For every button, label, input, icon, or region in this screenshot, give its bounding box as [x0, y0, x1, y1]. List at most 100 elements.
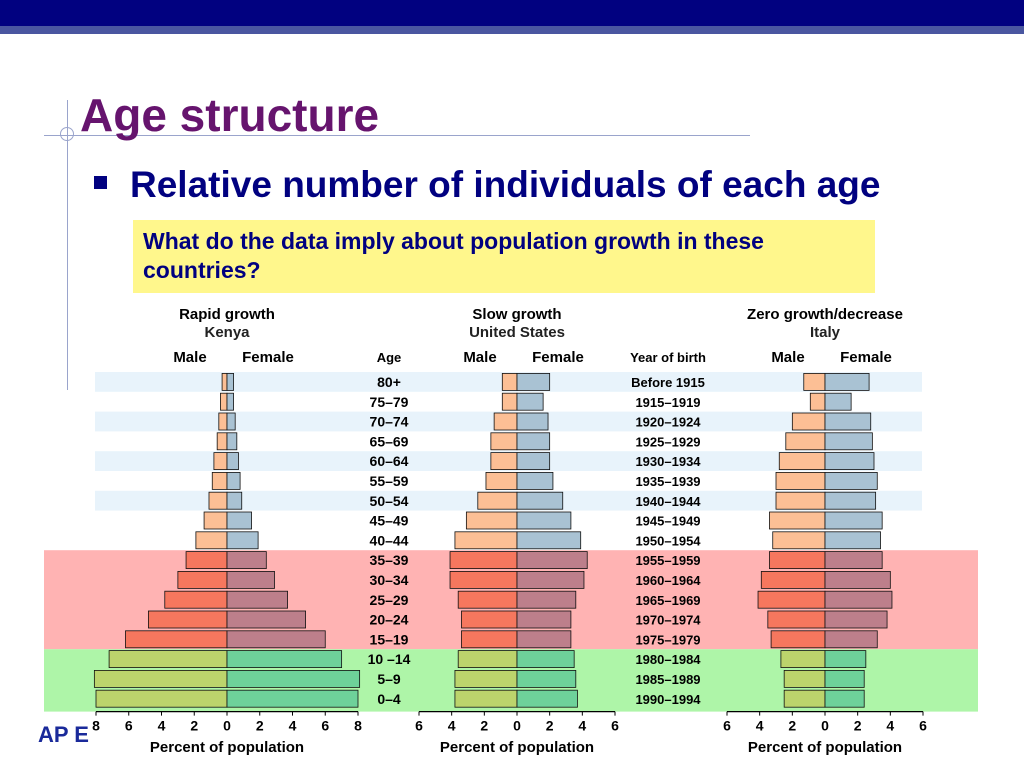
pyramid-1-female-bar	[226, 670, 361, 688]
pyramid-3-female-bar	[824, 689, 865, 708]
age-group-label: 0–4	[377, 691, 401, 707]
year-of-birth-label: 1985–1989	[635, 672, 700, 687]
pyramid-3-male-label: Male	[771, 349, 804, 366]
pyramid-1-female-bar	[226, 471, 241, 490]
pyramid-3-female-bar	[824, 551, 883, 569]
age-column-header: Age	[377, 350, 402, 365]
pyramid-2-female-bar	[516, 491, 564, 510]
pyramid-1-male-bar	[95, 689, 228, 708]
pyramid-2-female-bar	[516, 630, 572, 649]
pyramid-3-male-bar	[767, 610, 826, 629]
pyramid-1-male-bar	[216, 432, 228, 451]
pyramid-3-female-bar	[824, 432, 873, 451]
age-group-label: 65–69	[370, 433, 409, 449]
pyramid-1-female-bar	[226, 630, 326, 649]
pyramid-2-male-bar	[490, 432, 518, 451]
age-group-label: 25–29	[370, 592, 409, 608]
pyramid-1-x-axis-label: Percent of population	[150, 739, 304, 756]
pyramid-3-female-bar	[824, 412, 872, 431]
pyramid-3-title: Zero growth/decrease	[747, 306, 903, 323]
pyramid-3-male-bar	[760, 571, 826, 589]
pyramid-3-female-bar	[824, 392, 852, 411]
pyramid-1-male-bar	[185, 551, 228, 569]
pyramid-1-male-bar	[221, 372, 228, 391]
year-of-birth-label: 1915–1919	[635, 395, 700, 410]
pyramid-2-female-bar	[516, 432, 551, 451]
pyramid-1-x-tick-label: 2	[190, 718, 198, 734]
pyramid-1-male-bar	[93, 670, 228, 688]
pyramid-1-female-bar	[226, 650, 343, 668]
pyramid-2-male-bar	[461, 610, 518, 629]
pyramid-3-female-bar	[824, 670, 865, 688]
pyramid-1-female-bar	[226, 491, 243, 510]
year-of-birth-label: 1970–1974	[635, 613, 701, 628]
pyramid-3-female-bar	[824, 610, 888, 629]
pyramid-3-male-bar	[770, 630, 826, 649]
pyramid-1-male-bar	[108, 650, 228, 668]
year-of-birth-label: 1965–1969	[635, 593, 700, 608]
age-group-label: 50–54	[370, 493, 409, 509]
pyramid-1-female-bar	[226, 571, 275, 589]
pyramid-1-female-label: Female	[242, 349, 294, 366]
pyramid-2-x-tick-label: 4	[578, 718, 586, 734]
pyramid-1-female-bar	[226, 531, 259, 550]
pyramid-1-female-bar	[226, 432, 238, 451]
pyramid-2-female-bar	[516, 471, 554, 490]
pyramid-2-male-bar	[465, 511, 518, 530]
pyramid-2-country: United States	[469, 324, 565, 341]
pyramid-3-male-bar	[775, 491, 826, 510]
pyramid-2-male-bar	[454, 670, 518, 688]
pyramid-3-male-bar	[809, 392, 826, 411]
pyramid-2-female-bar	[516, 610, 572, 629]
pyramid-2-title: Slow growth	[472, 306, 561, 323]
pyramid-3-male-bar	[780, 650, 826, 668]
question-box: What do the data imply about population …	[133, 220, 875, 293]
pyramid-2-female-bar	[516, 392, 544, 411]
pyramid-1-x-tick-label: 4	[289, 718, 297, 734]
pyramid-2-x-tick-label: 6	[415, 718, 423, 734]
pyramid-3-x-tick-label: 2	[854, 718, 862, 734]
pyramid-2-male-bar	[501, 372, 518, 391]
pyramid-1-female-bar	[226, 392, 234, 411]
year-of-birth-label: 1955–1959	[635, 553, 700, 568]
bullet-square-icon	[94, 176, 107, 189]
pyramid-1-male-bar	[147, 610, 228, 629]
pyramid-1-male-bar	[220, 392, 228, 411]
pyramid-2-female-bar	[516, 670, 577, 688]
pyramid-3-female-bar	[824, 590, 893, 609]
pyramid-2-male-bar	[493, 412, 518, 431]
age-group-label: 75–79	[370, 394, 409, 410]
pyramid-1-x-tick-label: 6	[125, 718, 133, 734]
pyramid-3-country: Italy	[810, 324, 841, 341]
pyramid-3-x-axis-label: Percent of population	[748, 739, 902, 756]
slide-title: Age structure	[80, 89, 380, 141]
top-banner-stripe	[0, 26, 1024, 34]
pyramid-2-female-bar	[516, 511, 572, 530]
pyramid-3-female-bar	[824, 471, 878, 490]
year-of-birth-label: 1920–1924	[635, 415, 701, 430]
pyramid-2-male-bar	[477, 491, 518, 510]
pyramid-3-x-tick-label: 6	[723, 718, 731, 734]
pyramid-1-male-bar	[208, 491, 228, 510]
age-group-label: 15–19	[370, 631, 409, 647]
pyramid-2-female-bar	[516, 551, 588, 569]
pyramid-1-x-tick-label: 4	[158, 718, 166, 734]
pyramid-1-female-bar	[226, 511, 252, 530]
pyramid-2-x-tick-label: 0	[513, 718, 521, 734]
age-group-label: 70–74	[370, 414, 409, 430]
pyramid-3-female-bar	[824, 571, 891, 589]
pyramid-3-male-bar	[769, 551, 826, 569]
pyramid-1-male-label: Male	[173, 349, 206, 366]
pyramid-3-female-bar	[824, 531, 881, 550]
year-of-birth-label: 1930–1934	[635, 454, 701, 469]
year-of-birth-label: 1960–1964	[635, 573, 701, 588]
year-of-birth-label: 1925–1929	[635, 434, 700, 449]
pyramid-3-male-bar	[757, 590, 826, 609]
pyramid-3-male-bar	[791, 412, 826, 431]
pyramid-1-male-bar	[125, 630, 228, 649]
pyramid-2-female-label: Female	[532, 349, 584, 366]
pyramid-2-male-bar	[461, 630, 518, 649]
pyramid-1-title: Rapid growth	[179, 306, 275, 323]
pyramid-1-male-bar	[213, 452, 228, 471]
top-banner	[0, 0, 1024, 26]
